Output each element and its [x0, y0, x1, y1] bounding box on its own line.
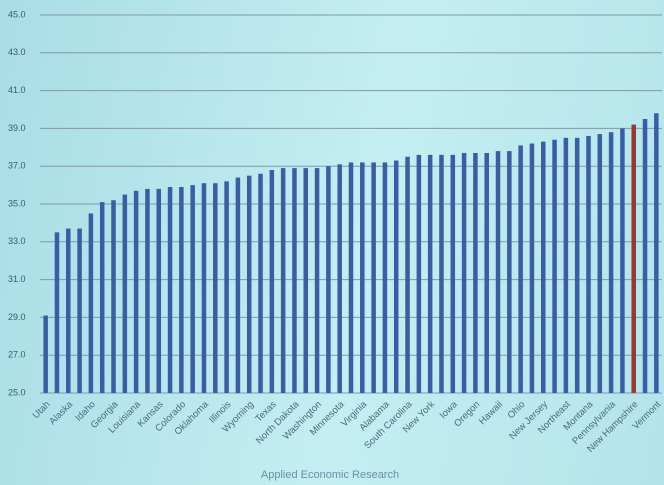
bar: [156, 188, 162, 393]
bar: [563, 137, 569, 393]
bar: [654, 113, 659, 393]
y-tick-label: 41.0: [8, 85, 26, 95]
y-tick-label: 43.0: [8, 47, 26, 57]
bar: [66, 228, 71, 393]
bar: [552, 139, 557, 393]
bar: [620, 128, 625, 393]
bar: [540, 141, 546, 393]
bar: [337, 164, 342, 393]
bar: [439, 154, 444, 393]
bar: [326, 166, 331, 393]
x-tick-label: Alaska: [47, 399, 75, 427]
y-tick-label: 27.0: [8, 350, 26, 360]
bar: [43, 315, 48, 393]
bar: [88, 213, 94, 393]
x-tick-label: Hawaii: [477, 399, 505, 427]
y-tick-label: 39.0: [8, 123, 26, 133]
bar: [507, 151, 512, 393]
bar: [179, 186, 184, 393]
bar: [382, 162, 388, 393]
bar: [99, 202, 105, 393]
bar: [597, 134, 603, 393]
bar: [235, 177, 241, 393]
x-tick-label: Oregon: [452, 399, 482, 429]
bar: [145, 188, 150, 393]
bar: [190, 185, 195, 393]
bar: [495, 151, 501, 393]
bar: [608, 132, 614, 393]
bar: [360, 162, 365, 393]
y-tick-label: 29.0: [8, 312, 26, 322]
bar: [133, 190, 139, 393]
bar: [167, 186, 173, 393]
bar: [258, 173, 263, 393]
bar: [484, 152, 489, 393]
bar: [529, 143, 535, 393]
bar: [224, 181, 229, 393]
bar: [269, 169, 275, 393]
bar: [642, 118, 648, 393]
bar: [54, 232, 60, 393]
bar: [405, 156, 410, 393]
bar: [213, 183, 218, 393]
bar: [518, 145, 523, 393]
y-tick-label: 37.0: [8, 161, 26, 171]
bar: [292, 168, 297, 393]
bar: [427, 154, 433, 393]
bar: [461, 152, 467, 393]
bar: [122, 194, 128, 393]
bar: [393, 160, 399, 393]
bar: [631, 124, 636, 394]
bar: [201, 183, 207, 393]
y-tick-label: 25.0: [8, 387, 26, 397]
bar: [303, 168, 309, 393]
y-tick-label: 31.0: [8, 274, 26, 284]
bar: [246, 175, 252, 393]
bar: [473, 152, 478, 393]
bar: [280, 168, 286, 393]
y-tick-label: 33.0: [8, 236, 26, 246]
bar: [416, 154, 422, 393]
y-tick-label: 45.0: [8, 9, 26, 19]
bar: [348, 162, 354, 393]
bar: [450, 154, 456, 393]
bar: [574, 137, 580, 393]
bar: [77, 228, 82, 393]
bar: [111, 200, 116, 393]
bar: [586, 135, 591, 393]
y-tick-label: 35.0: [8, 198, 26, 208]
bar: [371, 162, 376, 393]
bar: [314, 168, 320, 393]
source-note: Applied Economic Research: [261, 469, 399, 481]
